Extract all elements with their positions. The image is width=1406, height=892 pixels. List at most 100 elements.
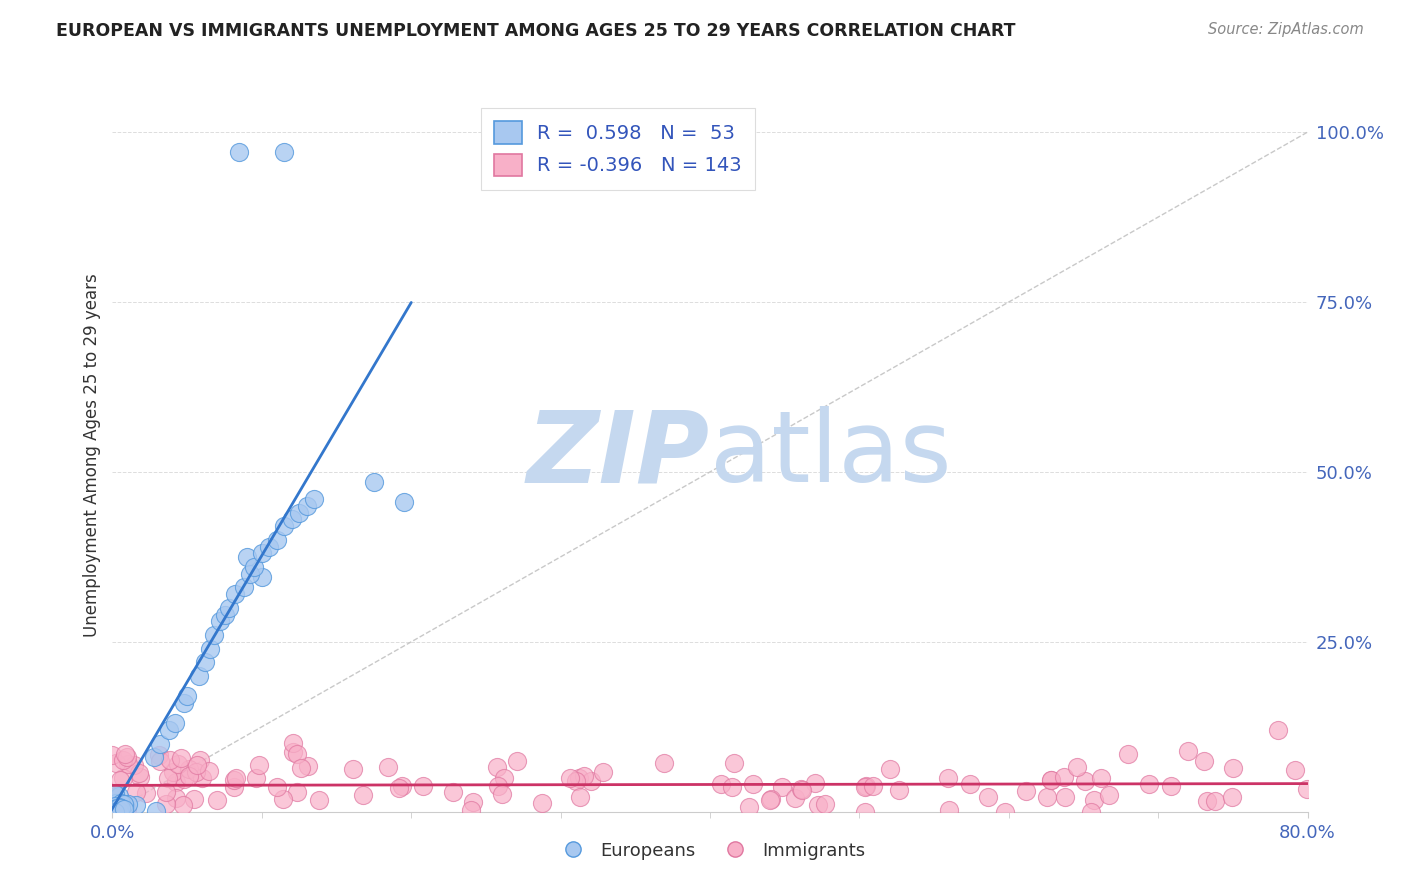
Point xyxy=(790,781,813,796)
Point xyxy=(104,796,127,810)
Point xyxy=(115,802,138,816)
Point xyxy=(101,804,124,818)
Point xyxy=(105,804,128,818)
Point xyxy=(245,771,267,785)
Point xyxy=(1036,789,1059,804)
Point xyxy=(117,749,139,764)
Point xyxy=(108,797,131,811)
Point xyxy=(172,797,194,812)
Point xyxy=(225,771,247,785)
Point xyxy=(460,803,482,817)
Point xyxy=(103,799,125,814)
Point xyxy=(236,549,259,564)
Point xyxy=(352,788,374,802)
Point xyxy=(486,779,509,793)
Point xyxy=(104,787,127,801)
Point xyxy=(1267,723,1289,738)
Text: ZIP: ZIP xyxy=(527,407,710,503)
Point xyxy=(266,780,288,795)
Point xyxy=(308,793,330,807)
Point xyxy=(1222,789,1244,804)
Point xyxy=(936,771,959,785)
Point xyxy=(592,765,614,780)
Point xyxy=(977,790,1000,805)
Point xyxy=(579,773,602,788)
Point xyxy=(363,475,385,489)
Point xyxy=(302,492,325,507)
Point xyxy=(759,793,782,807)
Point xyxy=(388,781,411,796)
Point xyxy=(392,495,415,509)
Point xyxy=(959,776,981,790)
Point xyxy=(218,600,240,615)
Point xyxy=(128,771,150,785)
Point xyxy=(108,804,131,818)
Point xyxy=(938,803,960,817)
Point xyxy=(259,540,281,554)
Point xyxy=(283,745,305,759)
Point xyxy=(170,751,193,765)
Point xyxy=(101,803,124,817)
Point xyxy=(155,797,177,812)
Point xyxy=(101,803,124,817)
Point xyxy=(288,506,311,520)
Point xyxy=(853,805,876,819)
Point xyxy=(297,758,319,772)
Y-axis label: Unemployment Among Ages 25 to 29 years: Unemployment Among Ages 25 to 29 years xyxy=(83,273,101,637)
Point xyxy=(122,758,145,772)
Point xyxy=(281,512,304,526)
Point xyxy=(194,655,217,669)
Point xyxy=(273,145,295,160)
Point xyxy=(157,723,180,738)
Point xyxy=(879,762,901,776)
Point xyxy=(1160,779,1182,793)
Point xyxy=(1053,789,1076,804)
Point xyxy=(167,756,190,771)
Point xyxy=(783,790,806,805)
Point xyxy=(107,800,129,814)
Point xyxy=(112,803,135,817)
Point xyxy=(104,799,127,814)
Point xyxy=(1137,777,1160,791)
Point xyxy=(110,797,132,811)
Point xyxy=(1039,773,1062,788)
Point xyxy=(108,802,131,816)
Point xyxy=(1197,794,1219,808)
Point xyxy=(165,775,187,789)
Point xyxy=(1074,774,1097,789)
Point xyxy=(188,669,211,683)
Point xyxy=(761,792,783,806)
Legend: Europeans, Immigrants: Europeans, Immigrants xyxy=(548,835,872,867)
Point xyxy=(1222,760,1244,774)
Point xyxy=(441,785,464,799)
Point xyxy=(1192,754,1215,768)
Point xyxy=(377,760,399,774)
Point xyxy=(177,769,200,783)
Point xyxy=(290,761,312,775)
Point xyxy=(855,780,877,794)
Point xyxy=(207,792,229,806)
Point xyxy=(723,756,745,770)
Point xyxy=(531,797,554,811)
Point xyxy=(198,641,221,656)
Point xyxy=(887,782,910,797)
Point xyxy=(156,771,179,785)
Point xyxy=(117,797,139,811)
Point xyxy=(710,777,733,791)
Point xyxy=(104,796,127,810)
Point xyxy=(224,780,246,794)
Point xyxy=(104,797,127,811)
Point xyxy=(1118,747,1140,761)
Point xyxy=(135,786,157,800)
Point xyxy=(104,801,127,815)
Point xyxy=(114,799,136,814)
Point xyxy=(486,760,509,774)
Point xyxy=(173,772,195,786)
Point xyxy=(412,779,434,793)
Text: atlas: atlas xyxy=(710,407,952,503)
Point xyxy=(720,780,742,794)
Point xyxy=(188,753,211,767)
Point xyxy=(143,750,166,764)
Point xyxy=(101,747,124,762)
Point xyxy=(342,762,364,776)
